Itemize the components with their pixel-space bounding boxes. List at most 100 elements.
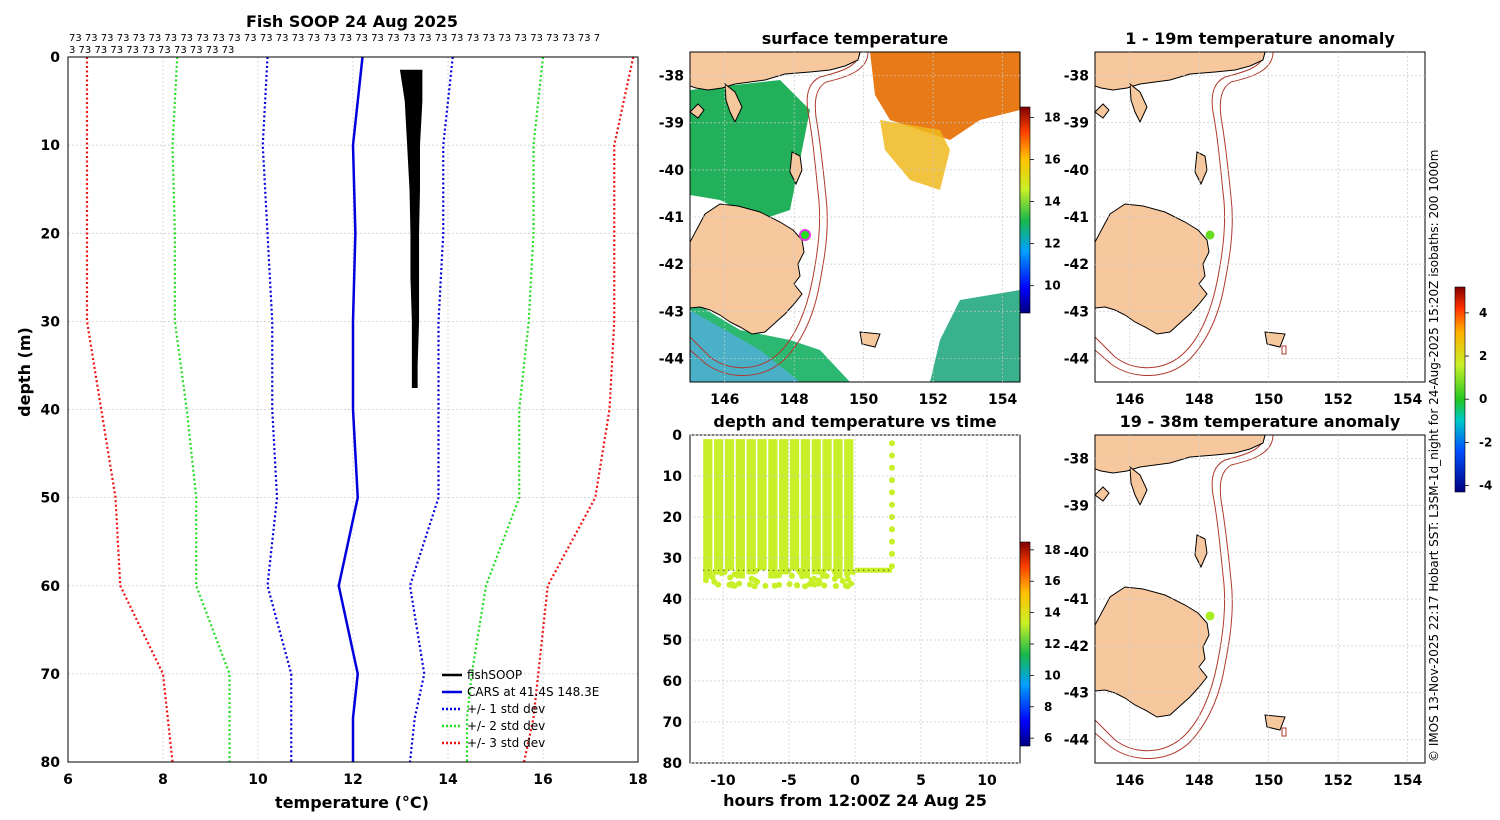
scatter-point: [715, 582, 721, 588]
scatter-point: [727, 574, 733, 580]
scatter-point: [845, 576, 851, 582]
legend-label-3std: +/- 3 std dev: [467, 736, 545, 750]
profile-x-tick: 18: [628, 772, 647, 788]
profile-legend: fishSOOP CARS at 41.4S 148.3E +/- 1 std …: [442, 668, 599, 750]
depth-time-y-tick: 80: [663, 756, 683, 772]
imos-side-note: © IMOS 13-Nov-2025 22:17 Hobart SST: L3S…: [1427, 150, 1441, 762]
sst-colorbar-ticks: 1012141618: [1030, 111, 1061, 293]
depth-time-y-tick: 40: [663, 592, 683, 608]
map-lat-tick: -40: [1064, 163, 1090, 179]
scatter-point: [762, 583, 768, 589]
series-cars-at-41-4s-148-3e: [339, 57, 363, 762]
profile-x-label: temperature (°C): [275, 793, 429, 812]
depth-time-y-tick: 0: [672, 428, 682, 444]
profile-x-tick: 8: [158, 772, 168, 788]
colorbar-tick-label: 8: [1044, 700, 1052, 714]
scatter-point: [889, 489, 895, 495]
figure: Fish SOOP 24 Aug 2025 73 73 73 73 73 73 …: [0, 0, 1500, 820]
colorbar-tick-label: 12: [1044, 637, 1061, 651]
depth-time-colorbar: [1020, 542, 1030, 746]
sst-colorbar: [1020, 107, 1030, 313]
profile-y-tick: 10: [41, 138, 61, 154]
sst-station-marker: [800, 230, 810, 240]
map-lat-tick: -44: [1064, 733, 1090, 749]
map-lon-tick: 146: [710, 392, 739, 408]
depth-time-x-label: hours from 12:00Z 24 Aug 25: [723, 791, 987, 810]
scatter-point: [889, 502, 895, 508]
profile-x-ticks: 6 8 10 12 14 16 18: [63, 772, 648, 788]
map-lon-tick: 150: [1254, 392, 1283, 408]
scatter-point: [807, 581, 813, 587]
scatter-point: [772, 583, 778, 589]
profile-x-tick: 12: [343, 772, 362, 788]
scatter-point: [729, 582, 735, 588]
scatter-point: [811, 576, 817, 582]
legend-label-1std: +/- 1 std dev: [467, 702, 545, 716]
map-lon-tick: 150: [849, 392, 878, 408]
profile-y-tick: 20: [41, 226, 61, 242]
map-lat-tick: -38: [659, 69, 684, 85]
anomaly-1-19-marker: [1206, 231, 1215, 240]
series-fishsoop: [401, 70, 422, 387]
map-lat-tick: -39: [1064, 498, 1089, 514]
colorbar-tick-label: -4: [1479, 479, 1492, 493]
colorbar-tick-label: 4: [1479, 306, 1487, 320]
legend-label-cars: CARS at 41.4S 148.3E: [467, 685, 599, 699]
profile-y-tick: 50: [41, 491, 61, 507]
map-lat-tick: -41: [659, 210, 684, 226]
map-lat-tick: -43: [1064, 304, 1089, 320]
colorbar-tick-label: 16: [1044, 153, 1061, 167]
depth-time-y-tick: 60: [663, 674, 683, 690]
dive-block: [844, 439, 853, 574]
scatter-point: [722, 569, 728, 575]
dive-block: [714, 439, 723, 574]
profile-x-tick: 10: [248, 772, 268, 788]
scatter-point: [703, 577, 709, 583]
profile-panel: Fish SOOP 24 Aug 2025 73 73 73 73 73 73 …: [15, 12, 648, 812]
map-lon-tick: 150: [1254, 773, 1283, 789]
scatter-point: [832, 576, 838, 582]
dive-block: [790, 439, 799, 570]
colorbar-tick-label: 18: [1044, 543, 1061, 557]
map-lon-tick: 152: [1324, 773, 1353, 789]
anomaly-1-19m-panel: 1 - 19m temperature anomaly 146 148 150 152…: [1064, 29, 1425, 408]
depth-time-y-tick: 30: [663, 551, 683, 567]
scatter-point: [889, 539, 895, 545]
colorbar-tick-label: 10: [1044, 279, 1061, 293]
anomaly-colorbar-ticks: -4 -2 0 2 4: [1465, 306, 1492, 493]
colorbar-tick-label: 14: [1044, 606, 1061, 620]
profile-y-tick: 30: [41, 314, 61, 330]
profile-x-tick: 14: [438, 772, 458, 788]
map-lon-tick: 146: [1115, 392, 1144, 408]
depth-time-x-tick: 10: [977, 773, 997, 789]
map-lat-tick: -42: [1064, 639, 1089, 655]
anomaly-19-38-title: 19 - 38m temperature anomaly: [1120, 412, 1401, 431]
profile-annotation-line2: 3 73 73 73 73 73 73 73 73 73 73: [69, 45, 234, 56]
depth-time-x-tick: -10: [710, 773, 736, 789]
dive-block: [822, 439, 831, 570]
map-lon-tick: 152: [919, 392, 948, 408]
colorbar-tick-label: 2: [1479, 349, 1487, 363]
colorbar-tick-label: 14: [1044, 195, 1061, 209]
scatter-point: [833, 583, 839, 589]
map-lon-tick: 154: [988, 392, 1017, 408]
dive-block: [812, 439, 821, 574]
anomaly-19-38m-panel: 19 - 38m temperature anomaly 146 148 150 15…: [1064, 412, 1425, 789]
map-lat-tick: -41: [1064, 210, 1089, 226]
profile-y-ticks: 0 10 20 30 40 50 60 70 80: [41, 50, 61, 771]
surface-temperature-panel: surface temperature 146 148 150 152 154 -38 -3…: [659, 29, 1061, 408]
dive-block: [833, 439, 842, 578]
scatter-point: [889, 526, 895, 532]
map-lat-tick: -41: [1064, 592, 1089, 608]
map-lon-tick: 146: [1115, 773, 1144, 789]
depth-time-x-tick: 5: [916, 773, 926, 789]
map-lat-tick: -39: [659, 116, 684, 132]
profile-annotation-line1: 73 73 73 73 73 73 73 73 73 73 73 73 73 7…: [69, 33, 600, 44]
depth-time-y-tick: 50: [663, 633, 683, 649]
depth-time-x-tick: 0: [850, 773, 860, 789]
map-lat-tick: -44: [659, 351, 685, 367]
scatter-point: [710, 574, 716, 580]
scatter-point: [889, 453, 895, 459]
profile-y-tick: 60: [41, 579, 61, 595]
profile-x-tick: 16: [533, 772, 552, 788]
